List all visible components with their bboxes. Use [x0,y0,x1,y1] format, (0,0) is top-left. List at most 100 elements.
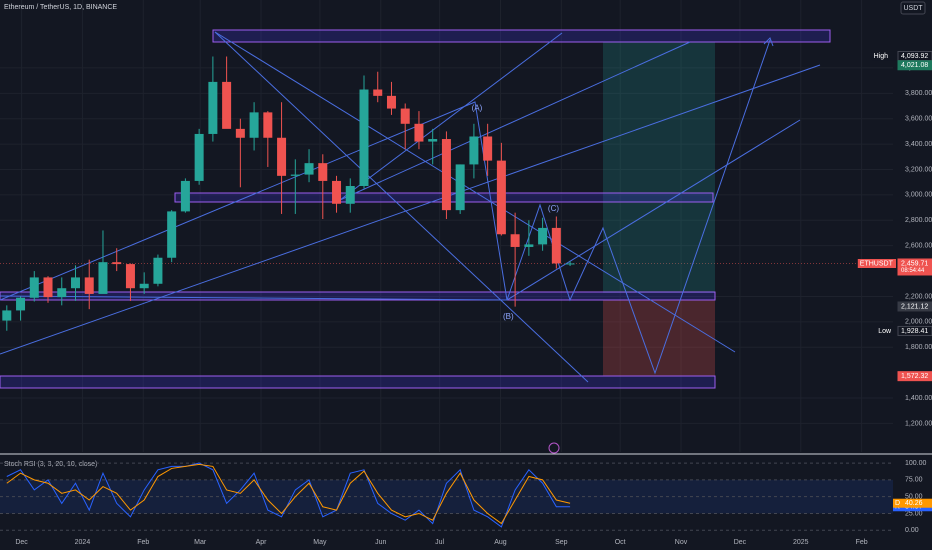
trend-line [506,119,801,301]
y-tick-label: 2,000.00 [905,319,932,326]
x-tick-label: Oct [615,539,626,546]
candle-body [332,180,342,204]
price-tag-value: 1,928.41 [901,328,928,335]
y-tick-label: 0.00 [905,527,919,534]
y-tick-label: 50.00 [905,494,923,501]
y-tick-label: 3,400.00 [905,141,932,148]
y-tick-label: 3,800.00 [905,90,932,97]
trend-line [214,31,589,383]
currency-button[interactable] [900,1,926,15]
price-tag [897,60,932,71]
trend-line [339,32,563,201]
price-tag-value: 4,021.08 [901,62,928,69]
candle-body [290,174,300,176]
candle-body [469,136,479,165]
candle-body [496,160,506,235]
candle-body [441,139,451,211]
value-tag-label: 40.26 [905,500,923,507]
trend-line [0,64,821,355]
loss-zone [603,300,715,376]
x-tick-label: Dec [15,539,28,546]
zone-box [212,29,831,43]
price-tag-value: 1,572.32 [901,373,928,380]
price-tag-name: High [874,53,889,60]
price-tag-value: 4,093.92 [901,53,928,60]
currency-label: USDT [903,5,923,12]
x-tick-label: 2025 [793,539,809,546]
candle-body [249,112,259,138]
candle-body [84,277,94,294]
indicator-line [6,462,571,528]
x-tick-label: Nov [675,539,688,546]
price-tag-name-bg [871,51,896,61]
trend-line [214,31,736,353]
event-icon [548,442,560,454]
candle-body [538,227,548,245]
price-tag [897,325,932,336]
candle-body [277,137,287,176]
candle-body [180,180,190,212]
profit-zone [603,42,715,293]
wave-label: (C) [548,204,559,213]
candle-body [70,277,80,289]
candle-body [2,310,12,321]
y-tick-label: 100.00 [905,460,927,467]
series-name: D [895,500,900,507]
wave-label: (A) [472,104,483,113]
candle-body [373,89,383,96]
candle-body [16,297,26,311]
x-tick-label: Feb [856,539,868,546]
x-tick-label: Feb [137,539,149,546]
y-tick-label: 1,800.00 [905,344,932,351]
y-tick-label: 2,200.00 [905,293,932,300]
y-tick-label: 3,200.00 [905,166,932,173]
y-tick-label: 1,200.00 [905,420,932,427]
price-tag-name: ETHUSDT [860,260,894,267]
candle-body [345,186,355,204]
x-tick-label: Dec [734,539,747,546]
y-tick-label: 1,400.00 [905,395,932,402]
price-tag-value: 2,459.71 [901,260,928,267]
y-tick-label: 3,600.00 [905,116,932,123]
zone-box [0,375,716,389]
candle-body [222,81,232,129]
trend-line [339,41,691,201]
candle-body [428,139,438,142]
candle-body [565,263,575,265]
candle-body [551,227,561,264]
chart-title: Ethereum / TetherUS, 1D, BINANCE [4,4,117,11]
trend-line [0,295,508,301]
price-tag-name: Low [878,328,892,335]
price-tag-name-bg [876,326,896,336]
candle-body [29,277,39,298]
price-tag [897,258,932,276]
candle-body [386,95,396,109]
indicator-line [6,463,571,525]
candle-body [304,163,314,175]
zone-box [0,291,716,301]
x-tick-label: 2024 [75,539,91,546]
wave-label: (B) [503,312,514,321]
candle-body [235,128,245,138]
y-tick-label: 2,600.00 [905,243,932,250]
y-tick-label: 25.00 [905,510,923,517]
candle-body [167,211,177,258]
arrow-head [763,37,774,47]
candle-body [139,283,149,289]
value-tag [902,498,932,508]
x-tick-label: Aug [494,539,507,546]
x-tick-label: Jul [435,539,444,546]
candle-body [359,89,369,187]
candle-body [153,257,163,284]
price-tag-name-bg [857,258,896,268]
price-tag-value: 2,121.12 [901,303,928,310]
candle-body [194,133,204,181]
candle-body [57,288,67,298]
x-tick-label: Apr [256,539,268,546]
x-tick-label: May [313,539,327,546]
candle-body [400,108,410,124]
candle-body [510,234,520,247]
candle-body [98,262,108,294]
